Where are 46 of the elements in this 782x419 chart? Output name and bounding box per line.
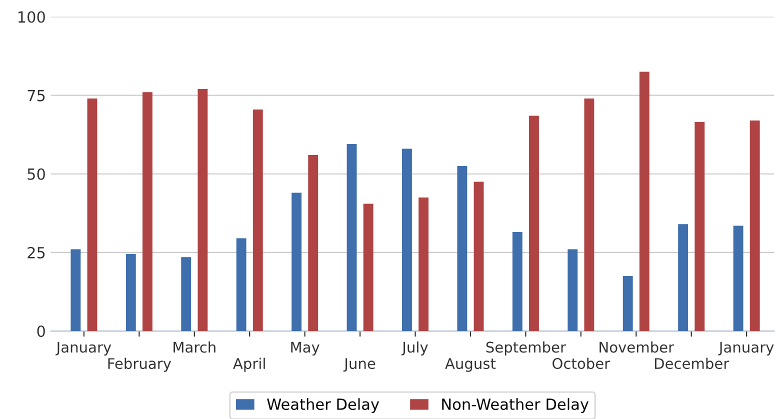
bar xyxy=(402,148,412,332)
x-tick-label: August xyxy=(445,358,496,372)
x-tick-label: December xyxy=(654,358,730,370)
bar xyxy=(733,226,744,332)
x-tick-label: October xyxy=(552,358,610,370)
x-tick-label: May xyxy=(291,342,320,356)
y-tick-label: 50 xyxy=(28,168,45,180)
bar xyxy=(292,192,302,332)
bar xyxy=(142,92,152,332)
bar xyxy=(308,155,318,332)
bar xyxy=(457,166,468,332)
bar xyxy=(639,72,650,332)
bar xyxy=(750,120,760,332)
x-tick-label: February xyxy=(108,358,172,372)
x-tick-label: January xyxy=(56,342,112,356)
bar xyxy=(694,122,705,332)
x-tick-label: March xyxy=(174,341,216,353)
legend-label: Non-Weather Delay xyxy=(442,398,589,413)
bar xyxy=(678,224,688,332)
y-tick-label: 25 xyxy=(28,246,45,258)
y-tick-label: 100 xyxy=(18,11,45,23)
bar xyxy=(363,204,374,332)
bar xyxy=(529,116,539,332)
legend-label: Weather Delay xyxy=(267,398,380,413)
bar xyxy=(252,109,263,332)
bar xyxy=(622,276,633,332)
x-tick-label: January xyxy=(718,342,774,356)
x-tick-label: June xyxy=(343,358,376,372)
bar xyxy=(474,182,484,332)
bar xyxy=(568,249,578,332)
y-tick-label: 75 xyxy=(28,90,45,102)
bar xyxy=(346,144,357,332)
bar xyxy=(584,98,594,332)
bar xyxy=(87,98,98,332)
bar xyxy=(70,249,81,332)
bar xyxy=(418,197,429,332)
bar xyxy=(198,89,208,332)
x-tick-label: September xyxy=(486,341,566,356)
x-tick-label: July xyxy=(401,341,428,356)
bar xyxy=(126,254,136,332)
bar xyxy=(512,232,522,332)
x-tick-label: April xyxy=(233,358,265,372)
y-tick-label: 0 xyxy=(37,325,45,338)
x-tick-label: November xyxy=(600,341,674,353)
bar xyxy=(181,257,192,332)
bar xyxy=(236,238,246,332)
